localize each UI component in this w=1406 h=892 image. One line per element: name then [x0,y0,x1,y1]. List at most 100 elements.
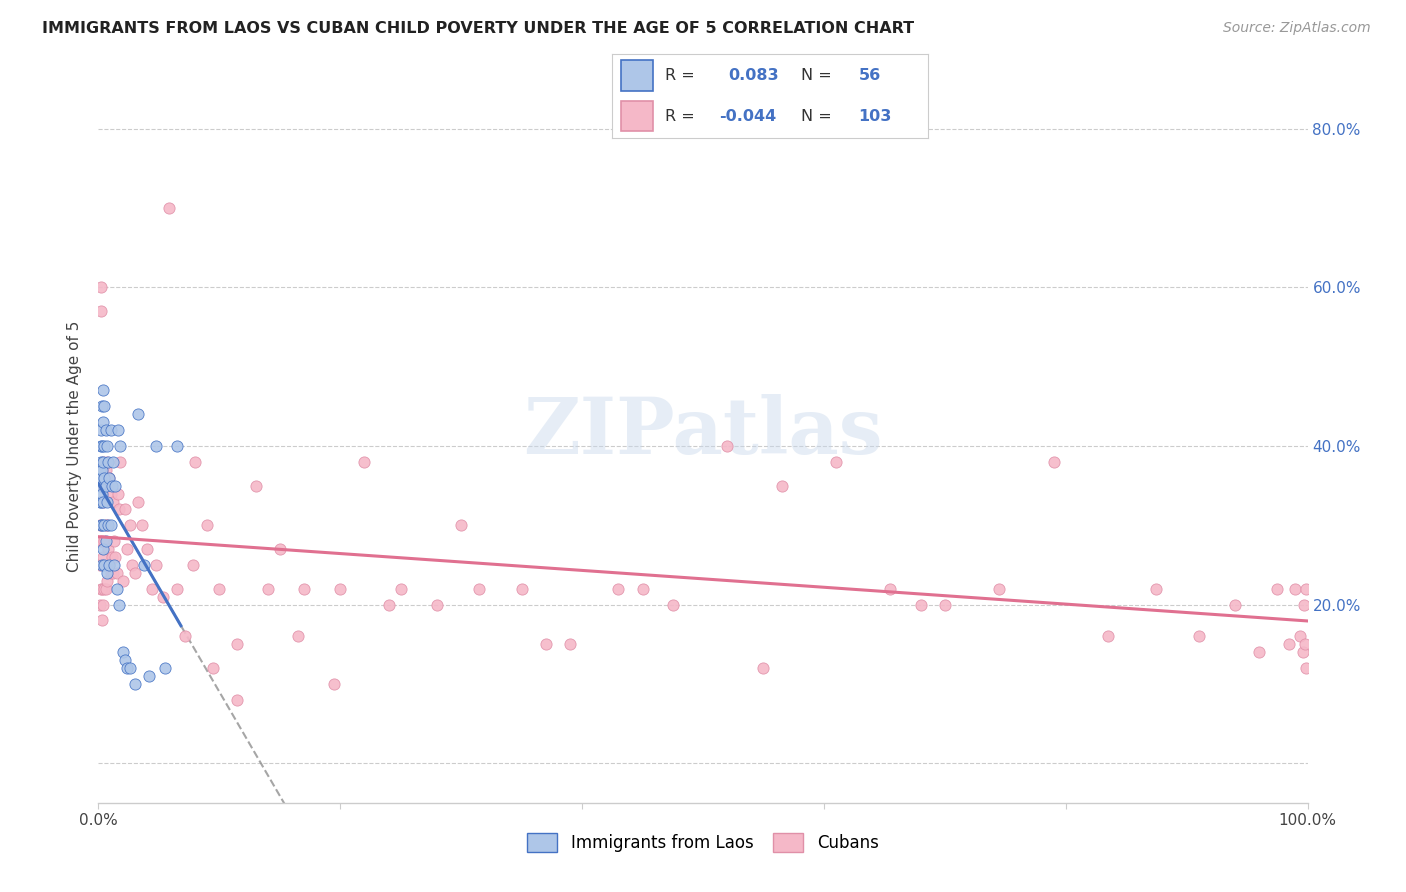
Point [1292,645,1315,659]
Point [988,582,1011,596]
Point [468,582,491,596]
Point [141,582,163,596]
Point [202,661,225,675]
Point [174,629,197,643]
Point [90,582,112,596]
Point [93,582,115,596]
Point [105,566,128,580]
Point [91,549,114,564]
Point [1146,582,1168,596]
Point [91,494,114,508]
Point [91,415,114,429]
Point [181,558,204,572]
Text: 56: 56 [858,68,880,83]
Point [166,582,188,596]
Point [426,598,449,612]
Point [208,582,231,596]
Point [510,582,533,596]
Point [1294,637,1316,651]
Point [245,478,267,492]
Point [91,400,114,414]
Point [89,518,111,533]
Point [91,614,114,628]
Point [292,582,315,596]
Point [91,486,114,500]
Point [94,478,117,492]
Point [93,534,115,549]
Point [91,455,114,469]
Point [93,518,115,533]
Point [534,637,557,651]
Point [1289,629,1312,643]
Point [323,677,346,691]
Point [90,471,112,485]
Point [90,439,112,453]
Point [389,582,412,596]
Y-axis label: Child Poverty Under the Age of 5: Child Poverty Under the Age of 5 [67,320,83,572]
Point [89,494,111,508]
Legend: Immigrants from Laos, Cubans: Immigrants from Laos, Cubans [520,826,886,859]
Text: N =: N = [801,68,832,83]
Point [157,201,180,215]
Point [98,471,121,485]
Text: -0.044: -0.044 [720,109,776,124]
Point [934,598,956,612]
Point [90,280,112,294]
Point [89,478,111,492]
Point [94,423,117,437]
Point [114,653,136,667]
Point [108,455,131,469]
Point [124,566,146,580]
Point [103,534,125,549]
Point [184,455,207,469]
Point [226,637,249,651]
Point [107,486,129,500]
Point [910,598,932,612]
Point [97,455,120,469]
Point [145,558,167,572]
Point [166,439,188,453]
Point [1097,629,1119,643]
Point [91,494,114,508]
Point [121,558,143,572]
Point [89,558,111,572]
Point [101,455,124,469]
Point [91,558,114,572]
Point [96,439,118,453]
Point [118,518,141,533]
Point [89,463,111,477]
Point [98,558,121,572]
Point [90,455,112,469]
Point [100,566,122,580]
Point [269,542,291,557]
Point [138,669,160,683]
Text: 0.083: 0.083 [728,68,779,83]
Point [1267,582,1289,596]
Point [93,439,115,453]
Point [118,661,141,675]
Point [1042,455,1064,469]
Point [96,574,118,588]
Point [105,582,128,596]
Point [450,518,472,533]
Point [103,558,125,572]
Point [93,478,115,492]
Point [134,558,156,572]
FancyBboxPatch shape [621,61,652,91]
Point [287,629,309,643]
Point [101,566,124,580]
Point [752,661,775,675]
Point [117,661,139,675]
Text: IMMIGRANTS FROM LAOS VS CUBAN CHILD POVERTY UNDER THE AGE OF 5 CORRELATION CHART: IMMIGRANTS FROM LAOS VS CUBAN CHILD POVE… [42,21,914,36]
Point [152,590,174,604]
Point [631,582,654,596]
Point [1295,582,1317,596]
FancyBboxPatch shape [621,101,652,131]
Point [90,423,112,437]
Point [90,304,112,318]
Point [353,455,375,469]
Text: R =: R = [665,68,695,83]
Point [91,455,114,469]
Point [377,598,399,612]
Text: R =: R = [665,109,695,124]
